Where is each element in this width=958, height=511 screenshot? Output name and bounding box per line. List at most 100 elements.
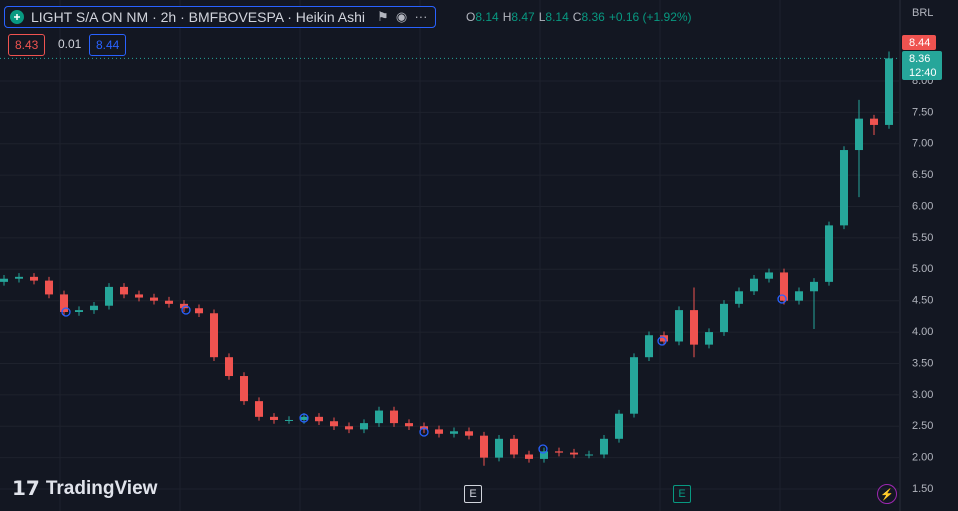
spread: 0.01 [58, 37, 82, 51]
candle-body [840, 150, 848, 226]
dividend-marker [538, 444, 548, 454]
candle-body [675, 310, 683, 342]
y-tick-label: 1.50 [912, 483, 933, 495]
candle-body [285, 419, 293, 421]
candle-body [885, 58, 893, 125]
event-label: E [469, 488, 477, 500]
candle-body [30, 276, 38, 281]
candle-body [495, 438, 503, 458]
ohlc-key: L [538, 10, 546, 24]
candle-body [435, 429, 443, 434]
event-markers [61, 294, 787, 454]
y-tick-label: 5.00 [912, 263, 933, 275]
currency-label: BRL [912, 7, 933, 19]
candle-body [165, 300, 173, 304]
candle-body [150, 297, 158, 301]
last-price-label: 8.36 [909, 53, 930, 65]
candle-body [480, 435, 488, 458]
brand: 𝟭𝟳 TradingView [12, 476, 157, 501]
candle-body [45, 280, 53, 295]
candle-body [225, 357, 233, 377]
candle-body [510, 438, 518, 455]
y-tick-label: 6.50 [912, 169, 933, 181]
y-tick-label: 4.00 [912, 326, 933, 338]
candle-body [780, 272, 788, 301]
candle-body [15, 276, 23, 279]
ohlc-value: 8.14 [475, 10, 499, 24]
candle-body [525, 454, 533, 459]
candle-body [765, 272, 773, 279]
candle-body [630, 357, 638, 414]
candle-body [690, 310, 698, 345]
candle-body [0, 278, 8, 282]
y-tick-label: 2.00 [912, 452, 933, 464]
dividend-marker [299, 413, 309, 423]
dividend-marker [181, 305, 191, 315]
candle-body [615, 413, 623, 439]
candle-body [240, 376, 248, 402]
alert-icon[interactable]: ⚡ [877, 484, 897, 504]
brand-name: TradingView [45, 477, 158, 499]
y-tick-label: 2.50 [912, 420, 933, 432]
candle-body [720, 303, 728, 333]
symbol-icon [10, 10, 24, 24]
candle-body [330, 421, 338, 427]
ohlc-key: H [502, 10, 512, 24]
candle-body [450, 431, 458, 434]
dividend-marker [419, 427, 429, 437]
high-price-label: 8.44 [909, 37, 930, 49]
spread-box: 0.01 [52, 34, 87, 54]
candle-body [645, 335, 653, 358]
candle-body [60, 294, 68, 312]
candle-body [105, 286, 113, 306]
candle-body [315, 416, 323, 422]
earnings-marker[interactable]: E [464, 485, 482, 503]
symbol-title: LIGHT S/A ON NM · 2h · BMFBOVESPA · Heik… [31, 9, 366, 25]
y-tick-label: 3.00 [912, 389, 933, 401]
candle-body [375, 410, 383, 424]
ask: 8.44 [96, 38, 120, 52]
candle-body [465, 431, 473, 436]
ask-box[interactable]: 8.44 [89, 34, 127, 56]
y-tick-label: 4.50 [912, 295, 933, 307]
y-tick-label: 7.00 [912, 138, 933, 150]
candle-body [135, 294, 143, 298]
dividend-marker [777, 294, 787, 304]
candle-body [195, 308, 203, 314]
candle-body [570, 452, 578, 455]
symbol-header[interactable]: LIGHT S/A ON NM · 2h · BMFBOVESPA · Heik… [4, 6, 437, 28]
candle-body [345, 426, 353, 430]
candle-body [600, 438, 608, 455]
countdown-label: 12:40 [909, 67, 937, 79]
candle-body [825, 225, 833, 282]
candle-body [870, 118, 878, 125]
last-price-badge [902, 51, 942, 80]
candle-body [735, 291, 743, 304]
candle-body [660, 335, 668, 342]
candle-body [210, 313, 218, 358]
earnings-marker[interactable]: E [673, 485, 691, 503]
candle-body [120, 286, 128, 295]
candle-body [75, 310, 83, 312]
y-tick-label: 6.00 [912, 200, 933, 212]
change: +0.16 (+1.92%) [608, 10, 692, 24]
candle-body [555, 451, 563, 453]
candle-body [90, 305, 98, 311]
candle-body [255, 401, 263, 417]
ohlc-value: 8.36 [581, 10, 605, 24]
candle-body [705, 332, 713, 345]
candle-body [585, 454, 593, 456]
candle-body [360, 423, 368, 430]
dividend-marker [657, 336, 667, 346]
candle-body [300, 416, 308, 420]
candle-body [405, 423, 413, 427]
candle-body [750, 278, 758, 292]
header-icons[interactable]: ⚑ ◉ ··· [377, 9, 428, 24]
bid-box[interactable]: 8.43 [8, 34, 46, 56]
candle-body [390, 410, 398, 424]
candle-body [795, 291, 803, 301]
high-price-badge [902, 35, 936, 50]
ohlc-value: 8.14 [545, 10, 569, 24]
